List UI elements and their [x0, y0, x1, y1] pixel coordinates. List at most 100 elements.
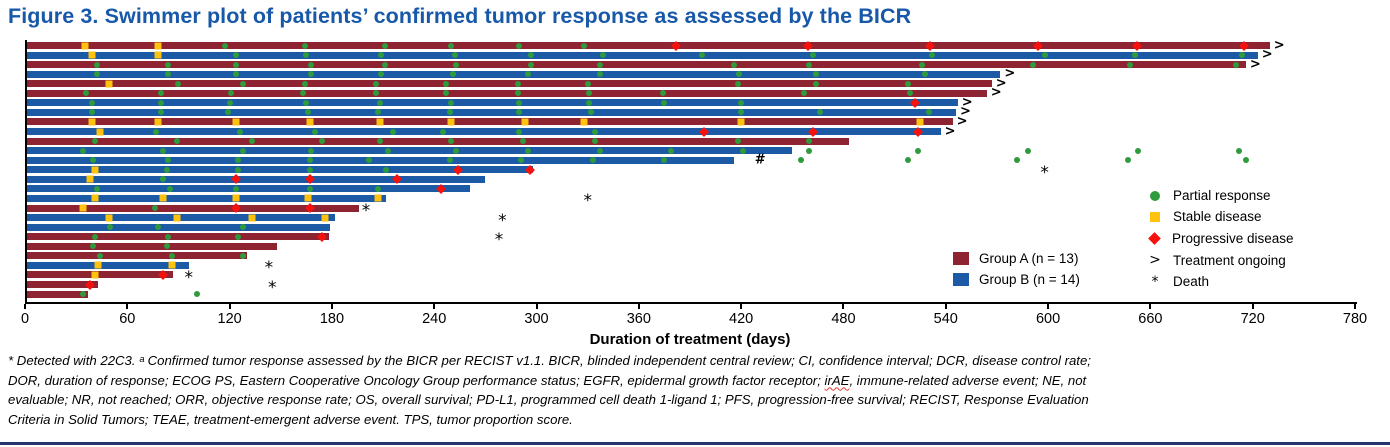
patient-bar-group-b [25, 70, 1001, 78]
patient-bar-group-a [25, 281, 99, 288]
figure-footnote: * Detected with 22C3. ᵃ Confirmed tumor … [8, 351, 1388, 429]
stable-disease-icon [86, 175, 94, 183]
x-tick-label: 780 [1342, 311, 1368, 327]
partial-response-icon [235, 166, 242, 173]
x-axis-tick [740, 304, 743, 309]
patient-bar-group-a [25, 290, 89, 298]
partial-response-icon [240, 224, 247, 231]
stable-disease-icon [105, 80, 113, 88]
death-icon: * [361, 200, 371, 221]
treatment-ongoing-icon: > [956, 113, 968, 129]
partial-response-icon [224, 109, 231, 116]
partial-response-icon [446, 157, 453, 164]
death-icon: * [184, 267, 193, 288]
off-treatment-icon: # [754, 152, 766, 168]
partial-response-icon [698, 52, 705, 59]
partial-response-icon [439, 128, 446, 135]
death-icon: * [498, 210, 507, 231]
partial-response-icon [163, 243, 170, 250]
partial-response-icon [586, 99, 593, 106]
marker-legend-label: Death [1173, 274, 1210, 290]
partial-response-icon [165, 157, 172, 164]
partial-response-icon [519, 138, 526, 145]
partial-response-icon [381, 61, 388, 68]
x-tick-label: 420 [729, 311, 754, 327]
x-tick-label: 540 [933, 311, 958, 327]
x-axis-tick [330, 304, 333, 309]
partial-response-icon [1125, 157, 1132, 164]
partial-response-icon [925, 109, 932, 116]
group-legend-label: Group A (n = 13) [979, 251, 1079, 266]
partial-response-icon [738, 109, 745, 116]
partial-response-icon [299, 90, 306, 97]
partial-response-icon [929, 52, 936, 59]
x-tick-label: 0 [20, 311, 30, 327]
partial-response-icon [301, 42, 308, 49]
x-tick-label: 720 [1240, 311, 1265, 327]
partial-response-icon [165, 71, 172, 78]
partial-response-icon [91, 138, 98, 145]
partial-response-icon [240, 80, 247, 87]
x-axis-tick [1354, 304, 1356, 309]
marker-legend-label: Stable disease [1173, 209, 1262, 225]
stable-disease-icon [91, 271, 99, 279]
stable-disease-icon [88, 51, 95, 59]
figure-title: Figure 3. Swimmer plot of patients’ conf… [8, 4, 912, 28]
partial-response-icon [303, 52, 310, 59]
partial-response-icon [516, 42, 523, 49]
partial-response-icon [83, 90, 90, 97]
partial-response-icon [173, 138, 180, 145]
partial-response-icon [816, 109, 823, 116]
partial-response-icon [453, 61, 460, 68]
patient-bar-group-b [25, 147, 793, 155]
patient-bar-group-a [25, 61, 1246, 69]
x-axis-tick [1047, 304, 1050, 309]
partial-response-icon [1014, 157, 1021, 164]
partial-response-icon [731, 61, 738, 68]
partial-response-icon [97, 252, 104, 259]
patient-bar-group-a [25, 42, 1270, 49]
footnote-line: Criteria in Solid Tumors; TEAE, treatmen… [8, 411, 573, 427]
death-icon: * [494, 229, 504, 250]
x-tick-label: 240 [422, 311, 447, 327]
partial-response-icon [589, 157, 596, 164]
partial-response-icon [153, 128, 160, 135]
x-tick-label: 600 [1035, 311, 1061, 327]
treatment-ongoing-icon: > [1273, 37, 1285, 53]
x-axis-tick [637, 304, 640, 309]
partial-response-icon [305, 109, 312, 116]
patient-bar-group-b [25, 261, 189, 269]
stable-disease-icon [321, 214, 329, 222]
stable-disease-icon [168, 261, 176, 269]
stable-disease-icon [159, 194, 167, 202]
partial-response-icon [525, 147, 531, 154]
x-axis-tick [944, 304, 947, 309]
stable-disease-icon [81, 42, 89, 49]
partial-response-icon [194, 291, 201, 298]
patient-bar-group-a [25, 80, 992, 88]
treatment-ongoing-icon: > [1004, 65, 1016, 81]
partial-response-icon [449, 71, 456, 78]
partial-response-icon [233, 185, 240, 192]
partial-response-icon [301, 80, 308, 87]
partial-response-icon [528, 61, 535, 68]
treatment-ongoing-icon: > [990, 85, 1002, 101]
partial-response-icon [236, 128, 243, 135]
partial-response-icon [79, 147, 86, 154]
x-axis-tick [228, 304, 231, 309]
bottom-divider [0, 442, 1390, 445]
partial-response-icon [235, 157, 242, 164]
partial-response-icon [373, 80, 380, 87]
partial-response-icon [1239, 52, 1246, 59]
partial-response-icon [165, 61, 172, 68]
partial-response-icon [155, 224, 161, 231]
partial-response-icon [233, 61, 240, 68]
partial-response-icon [233, 52, 240, 59]
patient-bar-group-a [25, 233, 329, 241]
treatment-ongoing-icon: > [1261, 46, 1273, 62]
marker-legend-item: * Death [1147, 274, 1210, 290]
x-axis-tick [1149, 304, 1152, 309]
partial-response-icon [809, 52, 816, 59]
partial-response-icon [318, 138, 325, 145]
partial-response-icon [311, 128, 318, 135]
